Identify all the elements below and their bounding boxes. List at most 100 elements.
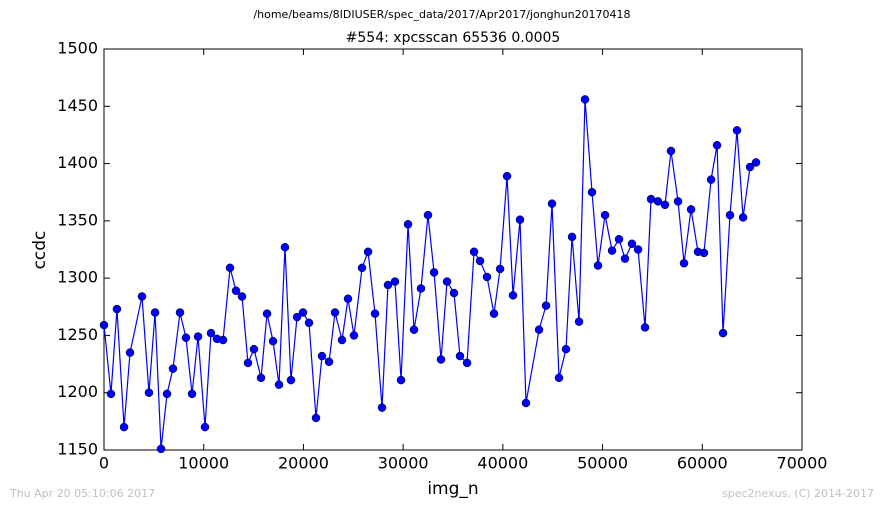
point [620,254,630,263]
point [706,175,716,184]
point [600,210,610,220]
point [137,292,147,301]
point [627,239,637,249]
point [462,358,472,368]
y-tick-label: 1400 [57,153,98,172]
point [193,332,203,341]
y-tick-label: 1250 [57,325,98,344]
point [162,389,172,399]
point [225,263,235,273]
point [150,308,160,317]
y-axis-label: ccdc [30,231,50,270]
point [521,398,531,408]
point [304,318,314,328]
point [660,200,670,210]
point [751,158,761,167]
point [187,389,197,399]
point [292,312,302,322]
y-tick-label: 1200 [57,382,98,401]
x-tick-label: 10000 [178,454,229,473]
point [268,336,278,346]
x-tick-label: 70000 [777,454,828,473]
point [370,309,380,318]
point [482,272,492,282]
point [125,348,135,357]
point [515,215,525,224]
point [567,232,577,242]
footer-right: spec2nexus, (C) 2014-2017 [722,487,874,500]
point [561,344,571,354]
point [262,309,272,318]
point [396,375,406,385]
point [377,403,387,412]
point [363,247,373,257]
point [614,234,624,244]
point [144,388,154,397]
x-tick-label: 40000 [477,454,528,473]
point [429,268,439,277]
point [317,351,327,361]
point [738,213,748,222]
point [231,286,241,295]
point [390,277,400,286]
x-tick-label: 50000 [577,454,628,473]
point [640,323,650,332]
footer-left: Thu Apr 20 05:10:06 2017 [9,487,155,500]
point [175,308,185,317]
point [593,261,603,270]
chart-title: #554: xpcsscan 65536 0.0005 [346,30,561,46]
point [547,199,557,208]
y-tick-label: 1300 [57,268,98,287]
point [469,247,479,257]
point [218,335,228,345]
y-tick-label: 1350 [57,210,98,229]
point [249,344,259,354]
point [274,380,284,389]
point [673,197,683,206]
point [243,358,253,368]
point [416,284,426,293]
point [403,220,413,229]
point [712,140,722,150]
point [106,389,116,399]
point [181,333,191,342]
point [686,205,696,214]
point [280,242,290,252]
point [311,413,321,423]
series-line [103,99,757,449]
point [343,294,353,304]
point [587,187,597,197]
point [256,373,266,383]
x-tick-label: 0 [99,454,109,473]
point [330,308,340,317]
x-tick-label: 30000 [378,454,429,473]
point [732,126,742,135]
point [455,351,465,361]
point [119,422,129,432]
point [442,277,452,286]
point [324,357,334,367]
plot-frame [103,48,803,451]
point [357,263,367,273]
y-tick-label: 1450 [57,96,98,115]
suptitle: /home/beams/8IDIUSER/spec_data/2017/Apr2… [253,8,630,21]
point [699,248,709,258]
point [745,162,755,172]
point [653,197,663,206]
y-tick-label: 1500 [57,39,98,58]
point [475,256,485,266]
point [633,245,643,254]
point [508,291,518,300]
point [436,355,446,364]
point [725,210,735,220]
y-tick-label: 1150 [57,440,98,459]
point [200,422,210,432]
x-tick-label: 20000 [278,454,329,473]
point [409,325,419,334]
point [554,373,564,383]
point [580,95,590,104]
point [206,328,216,338]
point [489,309,499,318]
point [383,280,393,290]
